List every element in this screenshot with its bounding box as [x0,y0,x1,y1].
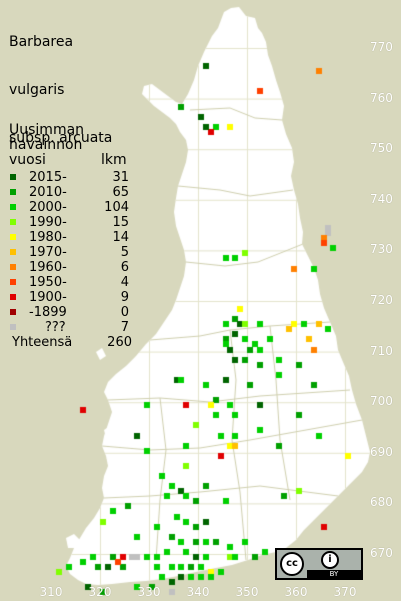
legend-label: 1990- [29,215,67,230]
species-title: Barbarea vulgaris subsp. arcuata [9,2,112,162]
legend-row: -1899 0 [9,305,133,320]
legend-swatch [10,234,16,240]
cc-by-license-badge[interactable]: cc i BY [275,548,363,580]
y-tick-label: 760 [370,90,393,105]
y-tick-label: 670 [370,546,393,560]
cc-icon: cc [280,552,304,576]
legend-label: ??? [45,320,66,335]
legend-heading-line-1: Uusimman [9,122,85,138]
y-tick-label: 690 [370,444,393,459]
legend-label: 1960- [29,260,67,275]
legend-row: 1980- 14 [9,230,133,245]
legend-count: 6 [120,260,129,275]
y-tick-label: 750 [370,141,393,156]
legend-swatch [10,189,16,195]
legend-total: Yhteensä 260 [12,335,133,350]
legend-swatch [10,309,16,315]
legend-row: 2015- 31 [9,170,133,185]
legend-label: 1900- [29,290,67,305]
legend-swatch [10,219,16,225]
legend-heading-line-3: vuosi [9,152,46,168]
legend-row: 2000- 104 [9,200,133,215]
y-tick-label: 710 [370,343,393,358]
legend-swatch [10,204,16,210]
legend-label: 2015- [29,170,67,185]
legend-label: 2000- [29,200,67,215]
x-tick-label: 370 [333,585,357,599]
legend-total-count: 260 [107,335,132,350]
legend-swatch [10,174,16,180]
legend-count: 65 [112,185,129,200]
y-tick-label: 700 [370,394,393,409]
legend-swatch [10,264,16,270]
legend-count: 14 [112,230,129,245]
legend-count: 0 [120,305,129,320]
legend-count: 31 [112,170,129,185]
legend-row: 1990- 15 [9,215,133,230]
by-label: BY [307,570,361,578]
legend-row: 2010- 65 [9,185,133,200]
legend-count: 5 [120,245,129,260]
legend-swatch [10,324,16,330]
legend-count: 4 [120,275,129,290]
legend-label: 1980- [29,230,67,245]
legend-label: 1970- [29,245,67,260]
legend-swatch [10,249,16,255]
legend-count: 7 [120,320,129,335]
y-tick-label: 740 [370,191,393,206]
x-tick-label: 320 [88,585,112,599]
y-tick-label: 770 [370,40,393,54]
legend-total-label: Yhteensä [12,335,73,350]
title-line-2: vulgaris [9,82,65,98]
title-line-3: subsp. arcuata [9,130,113,146]
y-tick-label: 730 [370,242,393,257]
legend-heading: Uusimman havainnon vuosi [9,123,84,168]
legend-swatch [10,279,16,285]
legend-label: -1899 [29,305,67,320]
legend-label: 2010- [29,185,67,200]
legend-count: 15 [112,215,129,230]
legend-swatch [10,294,16,300]
legend-row: ??? 7 [9,320,133,335]
x-tick-label: 330 [137,585,161,599]
title-line-1: Barbarea [9,34,74,50]
legend-row: 1900- 9 [9,290,133,305]
legend-row: 1970- 5 [9,245,133,260]
y-tick-label: 680 [370,495,393,510]
legend-count: 104 [104,200,129,215]
x-tick-label: 340 [186,585,210,599]
legend-heading-line-2: havainnon [9,137,83,153]
legend-count: 9 [120,290,129,305]
legend-label: 1950- [29,275,67,290]
legend-count-header: lkm [101,152,127,168]
legend-row: 1950- 4 [9,275,133,290]
attribution-icon: i [321,551,339,569]
legend-row: 1960- 6 [9,260,133,275]
x-tick-label: 350 [235,585,259,599]
x-tick-label: 360 [284,585,308,599]
y-tick-label: 720 [370,293,393,307]
x-tick-label: 310 [39,585,63,599]
